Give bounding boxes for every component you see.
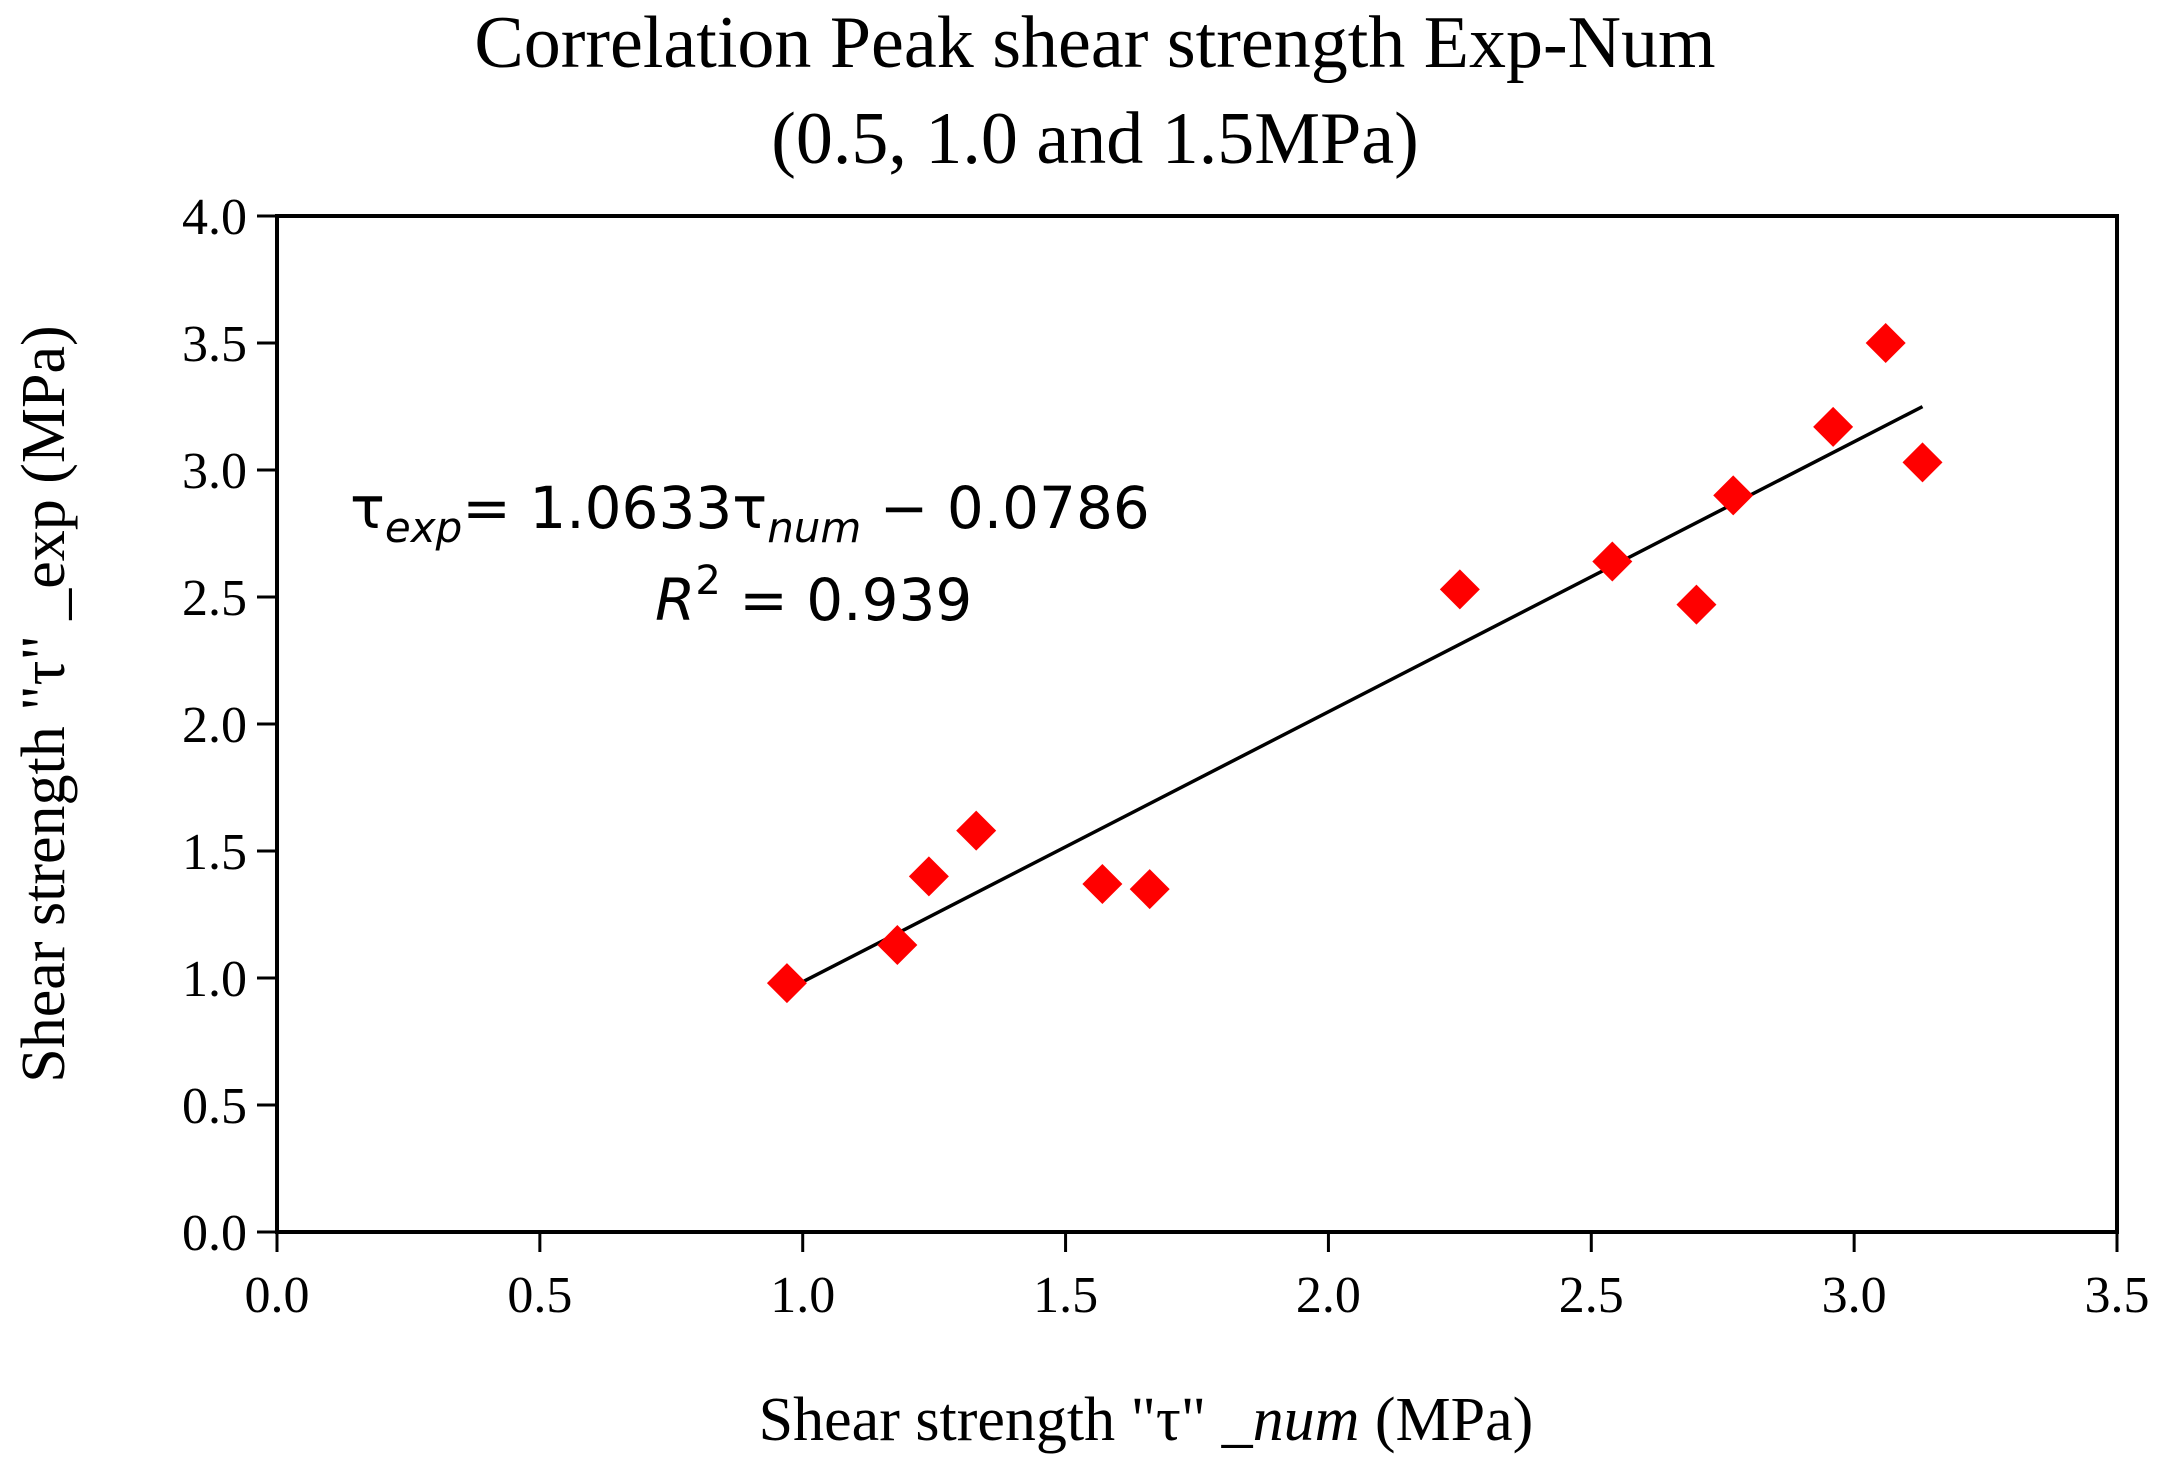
data-point <box>956 810 997 851</box>
data-point <box>1902 442 1943 483</box>
y-tick-label: 0.5 <box>182 1078 247 1135</box>
y-tick-label: 3.0 <box>182 443 247 500</box>
x-tick-label: 0.0 <box>245 1267 310 1324</box>
y-tick-label: 4.0 <box>182 189 247 246</box>
x-tick-label: 2.0 <box>1296 1267 1361 1324</box>
y-tick-label: 1.0 <box>182 951 247 1008</box>
data-point <box>1865 323 1906 363</box>
data-points <box>766 323 1943 1004</box>
r-power: 2 <box>695 558 720 604</box>
x-tick-label: 1.5 <box>1033 1267 1098 1324</box>
x-tick-label: 2.5 <box>1559 1267 1624 1324</box>
x-tick-label: 3.5 <box>2085 1267 2150 1324</box>
trendline-equation: τexp= 1.0633τnum − 0.0786 <box>350 474 1150 552</box>
x-axis-ticks: 0.0 0.5 1.0 1.5 2.0 2.5 3.0 3.5 <box>245 1232 2150 1324</box>
y-axis-ticks: 0.0 0.5 1.0 1.5 2.0 2.5 3.0 3.5 4.0 <box>182 189 277 1262</box>
equation-tail: − 0.0786 <box>861 474 1149 542</box>
data-point <box>1082 864 1123 905</box>
chart-title-line-1: Correlation Peak shear strength Exp-Num <box>474 2 1715 84</box>
x-axis-label-suffix: (MPa) <box>1359 1386 1533 1454</box>
data-point <box>877 924 918 965</box>
y-axis-label: Shear strength "τ" _exp (MPa) <box>10 325 78 1082</box>
equation-lhs: τ <box>350 474 385 542</box>
y-tick-label: 1.5 <box>182 824 247 881</box>
data-point <box>1813 406 1854 447</box>
x-axis-label: Shear strength "τ" _num (MPa) <box>759 1386 1534 1454</box>
y-tick-label: 2.0 <box>182 697 247 754</box>
r-symbol: R <box>655 566 695 634</box>
x-axis-label-prefix: Shear strength "τ" _ <box>759 1386 1254 1454</box>
x-tick-label: 1.0 <box>770 1267 835 1324</box>
plot-area <box>275 214 2119 1234</box>
data-point <box>1129 869 1170 910</box>
equation-lhs-subscript: exp <box>385 503 462 552</box>
x-tick-label: 0.5 <box>507 1267 572 1324</box>
y-tick-label: 2.5 <box>182 570 247 627</box>
x-axis-label-italic: num <box>1253 1386 1360 1454</box>
r-squared-value: = 0.939 <box>721 566 973 634</box>
data-point <box>1439 569 1480 610</box>
data-point <box>766 963 807 1004</box>
r-squared-label: R2 = 0.939 <box>655 558 972 634</box>
x-tick-label: 3.0 <box>1822 1267 1887 1324</box>
y-tick-label: 3.5 <box>182 316 247 373</box>
y-tick-label: 0.0 <box>182 1205 247 1262</box>
data-point <box>1676 584 1717 625</box>
data-point <box>908 856 949 897</box>
chart-title-line-2: (0.5, 1.0 and 1.5MPa) <box>771 98 1418 180</box>
equation-middle: = 1.0633τ <box>462 474 767 542</box>
equation-rhs-subscript: num <box>767 503 861 552</box>
data-point <box>1592 541 1633 582</box>
data-point <box>1713 475 1754 516</box>
